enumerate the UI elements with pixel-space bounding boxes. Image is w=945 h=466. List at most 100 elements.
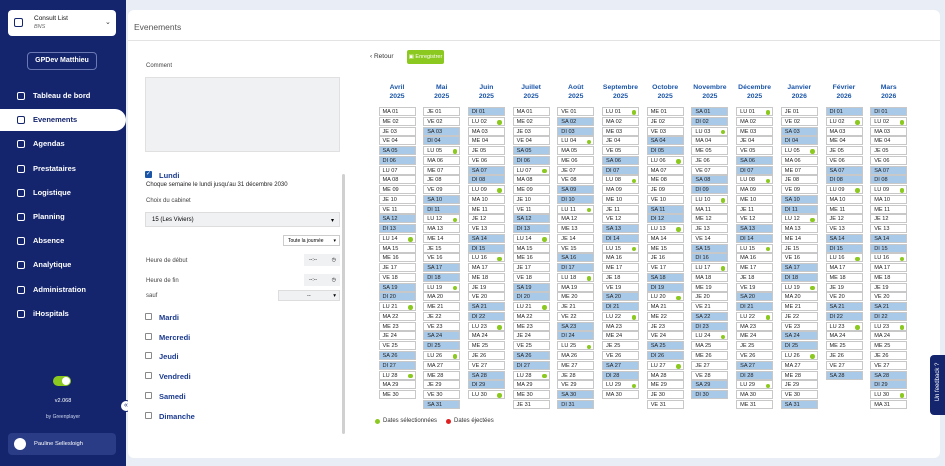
day-cell[interactable]: LU 07	[512, 165, 550, 175]
day-cell[interactable]: LU 14	[512, 233, 550, 243]
day-cell[interactable]: JE 21	[557, 302, 595, 312]
day-cell[interactable]: VE 23	[423, 321, 461, 331]
day-cell[interactable]: ME 03	[602, 126, 639, 136]
day-cell[interactable]: SA 14	[467, 233, 505, 243]
day-cell[interactable]: JE 08	[423, 175, 461, 185]
day-cell[interactable]: VE 01	[557, 107, 595, 116]
day-cell[interactable]: JE 04	[736, 136, 774, 146]
day-cell[interactable]: ME 25	[825, 341, 863, 351]
day-cell[interactable]: LU 26	[780, 351, 818, 360]
day-cell[interactable]: SA 21	[825, 302, 863, 312]
day-cell[interactable]: JE 25	[602, 341, 639, 351]
day-cell[interactable]: ME 14	[423, 233, 461, 243]
day-cell[interactable]: JE 08	[780, 175, 818, 185]
day-cell[interactable]: MA 22	[512, 311, 550, 321]
day-cell[interactable]: DI 13	[512, 224, 550, 234]
day-cell[interactable]: SA 20	[602, 292, 639, 302]
day-cell[interactable]: SA 27	[602, 360, 639, 370]
day-cell[interactable]: ME 05	[691, 146, 729, 156]
day-cell[interactable]: ME 08	[646, 175, 684, 185]
day-cell[interactable]: SA 04	[646, 136, 684, 146]
day-cell[interactable]: SA 31	[780, 399, 818, 409]
day-cell[interactable]: ME 25	[870, 341, 908, 351]
day-cell[interactable]: LU 01	[602, 107, 639, 116]
day-cell[interactable]: SA 12	[512, 214, 550, 224]
day-cell[interactable]: DI 14	[602, 233, 639, 243]
day-cell[interactable]: VE 18	[378, 272, 416, 282]
day-cell[interactable]: SA 20	[736, 292, 774, 302]
day-cell[interactable]: SA 13	[602, 224, 639, 234]
day-cell[interactable]: JE 26	[870, 351, 908, 360]
day-cell[interactable]: DI 30	[691, 390, 729, 400]
day-cell[interactable]: SA 19	[378, 282, 416, 292]
day-cell[interactable]: LU 16	[467, 253, 505, 263]
day-cell[interactable]: VE 27	[467, 360, 505, 370]
day-cell[interactable]: JE 24	[512, 331, 550, 341]
day-cell[interactable]: ME 17	[602, 263, 639, 273]
day-cell[interactable]: JE 03	[378, 126, 416, 136]
day-cell[interactable]: ME 09	[378, 185, 416, 195]
day-cell[interactable]: JE 10	[378, 194, 416, 204]
day-cell[interactable]: MA 17	[870, 263, 908, 273]
day-cell[interactable]: VE 10	[646, 194, 684, 204]
day-cell[interactable]: SA 06	[736, 155, 774, 165]
day-cell[interactable]: SA 12	[378, 214, 416, 224]
day-cell[interactable]: MA 02	[736, 116, 774, 126]
day-cell[interactable]: ME 09	[512, 185, 550, 195]
day-cell[interactable]: MA 23	[736, 321, 774, 331]
day-cell[interactable]: SA 03	[423, 126, 461, 136]
day-checkbox[interactable]	[145, 411, 152, 419]
day-cell[interactable]: MA 17	[825, 263, 863, 273]
day-cell[interactable]: SA 28	[870, 370, 908, 380]
day-cell[interactable]: SA 02	[557, 116, 595, 126]
day-cell[interactable]: VE 20	[870, 292, 908, 302]
day-cell[interactable]: LU 13	[646, 224, 684, 234]
toggle[interactable]	[53, 376, 71, 386]
day-cell[interactable]: LU 10	[691, 194, 729, 204]
day-cell[interactable]: VE 09	[780, 185, 818, 195]
day-cell[interactable]: DI 27	[512, 360, 550, 370]
day-cell[interactable]: LU 08	[602, 175, 639, 185]
day-cell[interactable]: JE 06	[691, 155, 729, 165]
day-cell[interactable]: MA 20	[780, 292, 818, 302]
back-link[interactable]: ‹ Retour	[370, 53, 394, 60]
day-cell[interactable]: MA 04	[691, 136, 729, 146]
day-cell[interactable]: DI 15	[467, 243, 505, 253]
day-checkbox[interactable]	[145, 352, 152, 360]
day-cell[interactable]: MA 15	[378, 243, 416, 253]
day-cell[interactable]: ME 29	[646, 380, 684, 390]
day-cell[interactable]: VE 29	[557, 380, 595, 390]
day-cell[interactable]: LU 02	[870, 116, 908, 126]
day-cell[interactable]: LU 24	[691, 331, 729, 341]
day-cell[interactable]: LU 19	[780, 282, 818, 292]
day-cell[interactable]: ME 02	[378, 116, 416, 126]
day-cell[interactable]: DI 07	[602, 165, 639, 175]
day-cell[interactable]: JE 03	[512, 126, 550, 136]
day-cell[interactable]: LU 25	[557, 341, 595, 351]
day-cell[interactable]: ME 02	[512, 116, 550, 126]
day-cell[interactable]: JE 12	[467, 214, 505, 224]
day-cell[interactable]: JE 15	[780, 243, 818, 253]
day-cell[interactable]: VE 20	[467, 292, 505, 302]
day-cell[interactable]: ME 26	[691, 351, 729, 360]
day-cell[interactable]: ME 03	[736, 126, 774, 136]
day-cell[interactable]: ME 15	[646, 243, 684, 253]
day-cell[interactable]: DI 17	[557, 263, 595, 273]
day-cell[interactable]: LU 21	[378, 302, 416, 312]
day-cell[interactable]: MA 29	[378, 380, 416, 390]
day-cell[interactable]: DI 03	[557, 126, 595, 136]
day-cell[interactable]: LU 17	[691, 263, 729, 273]
menu-item[interactable]: iHospitals	[0, 303, 126, 325]
day-cell[interactable]: SA 16	[557, 253, 595, 263]
day-cell[interactable]: SA 21	[870, 302, 908, 312]
comment-input[interactable]	[145, 77, 340, 152]
day-cell[interactable]: DI 23	[691, 321, 729, 331]
day-cell[interactable]: SA 08	[691, 175, 729, 185]
day-cell[interactable]: SA 19	[512, 282, 550, 292]
day-cell[interactable]: ME 18	[870, 272, 908, 282]
day-cell[interactable]: JE 19	[825, 282, 863, 292]
day-cell[interactable]: VE 06	[870, 155, 908, 165]
day-cell[interactable]: JE 13	[691, 224, 729, 234]
day-cell[interactable]: SA 28	[467, 370, 505, 380]
day-cell[interactable]: SA 05	[512, 146, 550, 156]
